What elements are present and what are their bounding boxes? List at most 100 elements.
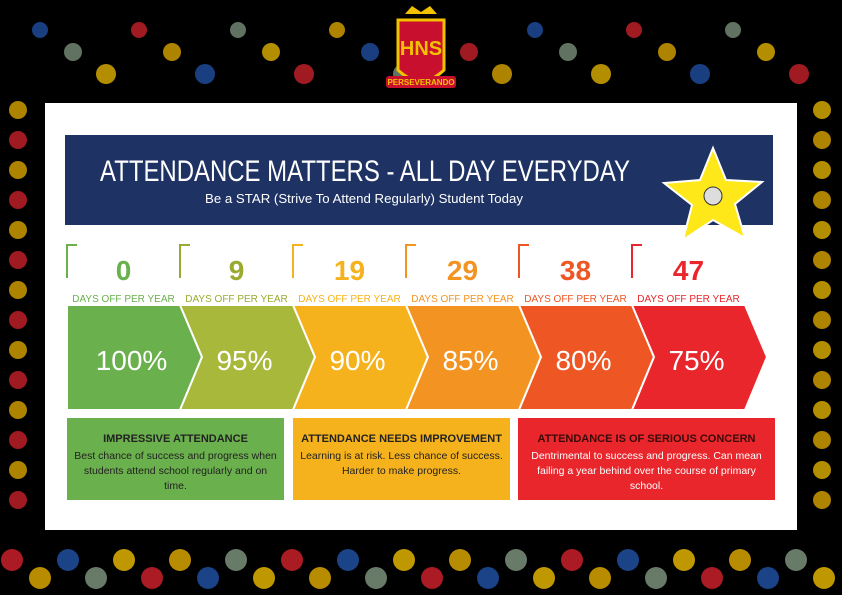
dot [561,549,583,571]
dot [729,549,751,571]
dot [658,43,676,61]
title: ATTENDANCE MATTERS - ALL DAY EVERYDAY [100,155,630,188]
dot [505,549,527,571]
category-text: Learning is at risk. Less chance of succ… [300,450,503,477]
dot [9,161,27,179]
days-off: 29 [447,255,478,286]
dot [813,221,831,239]
dot [757,43,775,61]
dot [29,567,51,589]
logo-motto: PERSEVERANDO [387,78,454,87]
dot [230,22,246,38]
levels: 0 DAYS OFF PER YEAR 100% 9 DAYS OFF PER YEAR… [66,244,769,411]
days-off: 9 [229,255,245,286]
dot [589,567,611,589]
dot [789,64,809,84]
bracket [405,244,416,278]
dot [559,43,577,61]
dot [813,461,831,479]
dot [690,64,710,84]
days-off: 38 [560,255,591,286]
dot [9,251,27,269]
dot [527,22,543,38]
bracket [66,244,77,278]
percent: 75% [668,345,724,376]
days-off: 19 [334,255,365,286]
dot [57,549,79,571]
logo-ribbon [386,76,456,88]
dot [626,22,642,38]
dot [9,431,27,449]
dot [813,431,831,449]
bracket [292,244,303,278]
category-box: IMPRESSIVE ATTENDANCE Best chance of succ… [67,418,284,500]
dot [262,43,280,61]
dot [32,22,48,38]
percent: 100% [96,345,168,376]
dot [329,22,345,38]
bracket [631,244,642,278]
dot [813,191,831,209]
category-title: IMPRESSIVE ATTENDANCE [103,433,248,445]
days-caption: DAYS OFF PER YEAR [524,294,626,305]
dot [460,43,478,61]
dot [197,567,219,589]
dot [131,22,147,38]
dot [195,64,215,84]
dot [163,43,181,61]
dot [113,549,135,571]
dot [141,567,163,589]
percent: 85% [442,345,498,376]
days-caption: DAYS OFF PER YEAR [411,294,513,305]
dot [9,371,27,389]
dot [813,371,831,389]
dot [813,341,831,359]
dot [785,549,807,571]
dot [9,131,27,149]
dot [757,567,779,589]
dot [361,43,379,61]
bracket [518,244,529,278]
dot [9,311,27,329]
dot [813,101,831,119]
dot [225,549,247,571]
dot [813,567,835,589]
category-text: Best chance of success and progress when… [74,450,277,492]
chevron [630,304,769,411]
dot [281,549,303,571]
dot [9,341,27,359]
dot [253,567,275,589]
dot [701,567,723,589]
days-off: 0 [116,255,132,286]
dot [169,549,191,571]
percent: 95% [216,345,272,376]
dot [813,281,831,299]
dot [337,549,359,571]
logo-initials: HNS [400,38,442,60]
dot [294,64,314,84]
dot [365,567,387,589]
dot [449,549,471,571]
bracket [179,244,190,278]
category-title: ATTENDANCE NEEDS IMPROVEMENT [301,433,502,445]
header-bar [65,135,773,225]
dot [9,401,27,419]
dot [9,281,27,299]
dot [725,22,741,38]
dot [96,64,116,84]
dot [477,567,499,589]
mascot-face [703,186,723,206]
dot [9,101,27,119]
dot [492,64,512,84]
dot [673,549,695,571]
dot [617,549,639,571]
dot [813,131,831,149]
dot [591,64,611,84]
logo-crown [405,6,437,14]
dot [813,401,831,419]
dot [645,567,667,589]
category-text: Dentrimental to success and progress. Ca… [531,450,762,492]
subtitle: Be a STAR (Strive To Attend Regularly) S… [205,191,524,206]
dot [813,251,831,269]
